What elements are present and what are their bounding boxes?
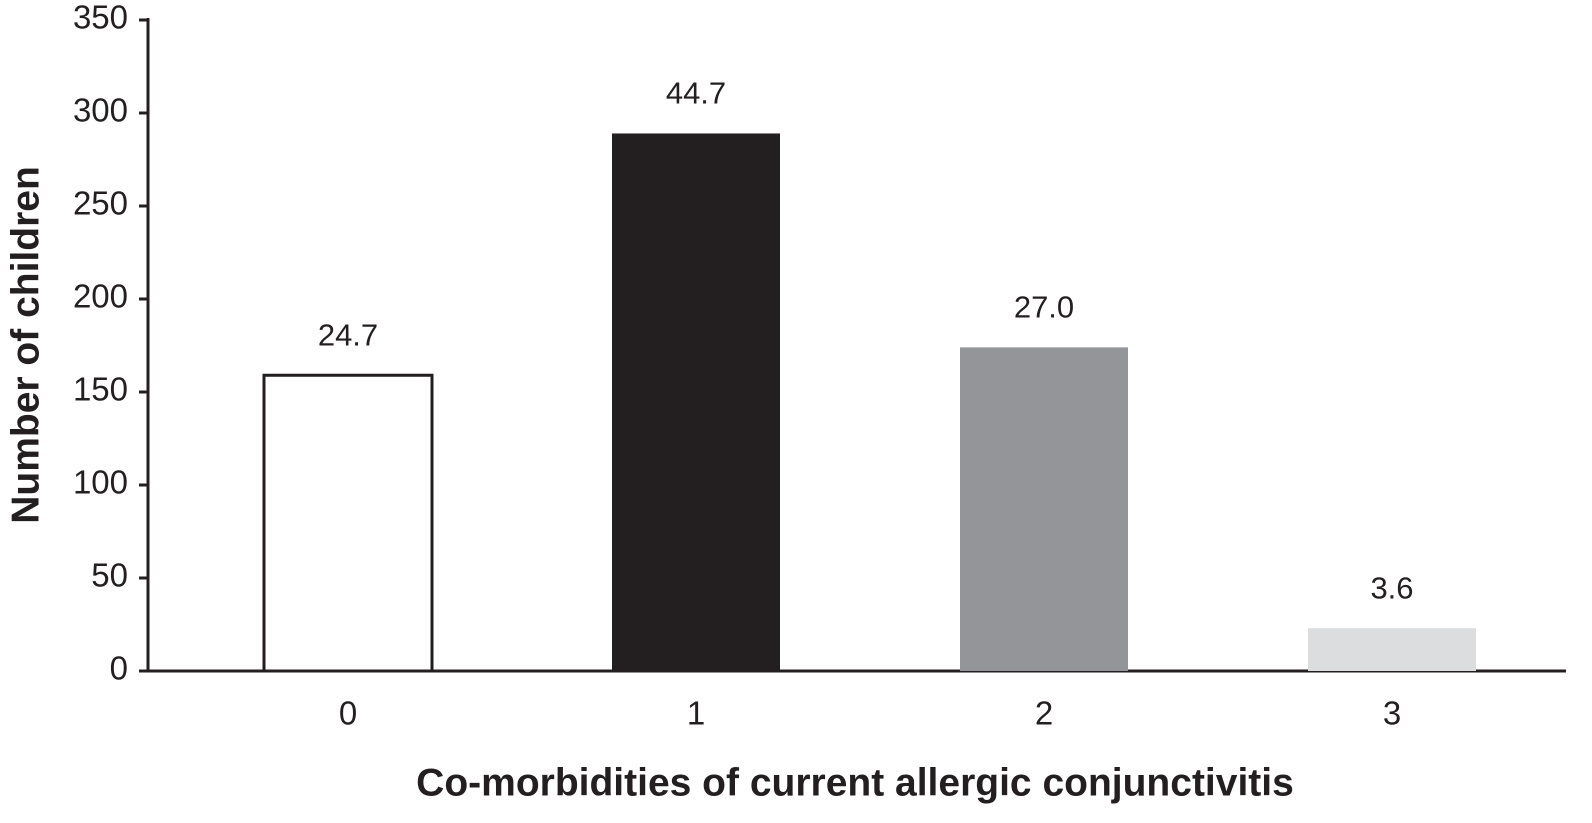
y-tick-label: 50 <box>91 557 128 594</box>
y-tick-label: 100 <box>73 464 128 501</box>
bar <box>262 373 434 673</box>
y-tick-label: 350 <box>73 0 128 36</box>
bar-annotation: 27.0 <box>1014 290 1074 325</box>
bar <box>612 133 780 671</box>
x-tick-label: 0 <box>339 695 357 732</box>
bar-annotation: 44.7 <box>666 76 726 111</box>
bar-annotation: 3.6 <box>1370 570 1413 605</box>
y-tick-label: 150 <box>73 371 128 408</box>
bar <box>1308 628 1476 671</box>
x-tick-label: 1 <box>687 695 705 732</box>
y-tick-label: 250 <box>73 185 128 222</box>
x-axis-title: Co-morbidities of current allergic conju… <box>416 761 1294 804</box>
x-tick-label: 3 <box>1383 695 1401 732</box>
bar <box>960 347 1128 671</box>
x-tick-label: 2 <box>1035 695 1053 732</box>
y-axis-title: Number of children <box>4 166 47 524</box>
y-tick-label: 300 <box>73 92 128 129</box>
y-tick-label: 200 <box>73 278 128 315</box>
bar-annotation: 24.7 <box>318 317 378 352</box>
y-tick-label: 0 <box>110 650 128 687</box>
